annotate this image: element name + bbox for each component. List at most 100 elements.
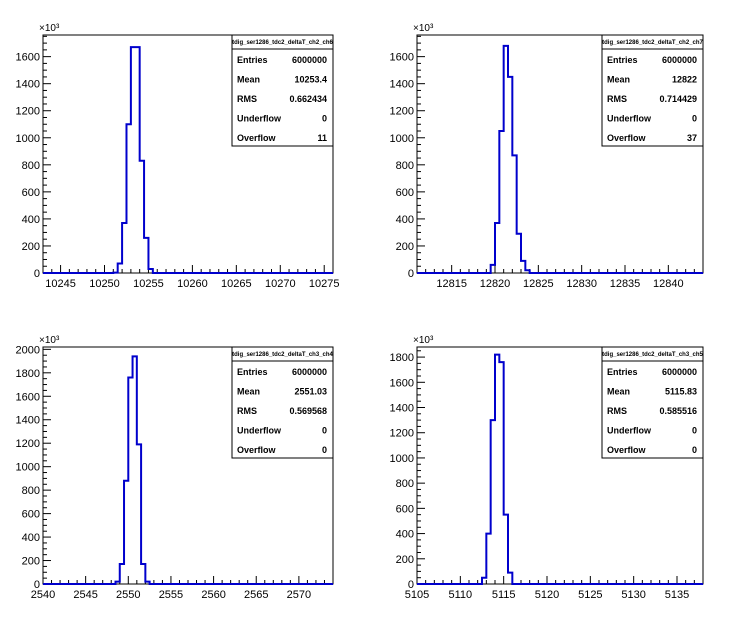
stat-value: 5115.83 — [665, 387, 697, 397]
y-tick-label: 1600 — [390, 52, 414, 64]
stat-value: 0 — [322, 426, 327, 436]
y-tick-label: 1600 — [390, 377, 414, 389]
x-tick-label: 2540 — [31, 589, 55, 601]
x-tick-label: 2565 — [244, 589, 268, 601]
stat-label: Overflow — [237, 133, 277, 143]
stat-value: 6000000 — [662, 55, 697, 65]
y-tick-label: 200 — [22, 241, 40, 253]
x-tick-label: 10260 — [177, 278, 208, 290]
y-tick-label: 1200 — [390, 106, 414, 118]
y-tick-label: 1200 — [16, 106, 40, 118]
stat-value: 0.662434 — [289, 94, 327, 104]
x-tick-label: 12840 — [653, 278, 684, 290]
x-tick-label: 5120 — [535, 589, 559, 601]
x-tick-label: 5105 — [405, 589, 429, 601]
histogram-line — [417, 44, 703, 274]
y-tick-label: 600 — [22, 187, 40, 199]
histogram-line — [43, 355, 333, 585]
y-tick-label: 1600 — [16, 52, 40, 64]
x-tick-label: 10265 — [221, 278, 252, 290]
stat-value: 0.585516 — [659, 406, 697, 416]
x-tick-label: 5135 — [665, 589, 689, 601]
stat-label: Underflow — [607, 426, 652, 436]
y-tick-label: 400 — [396, 529, 414, 541]
stat-value: 0 — [692, 114, 697, 124]
stat-label: Mean — [607, 387, 630, 397]
stat-label: Overflow — [607, 445, 647, 455]
x-tick-label: 12825 — [523, 278, 554, 290]
y-tick-label: 1800 — [390, 352, 414, 364]
x-tick-label: 5125 — [578, 589, 602, 601]
stats-box — [601, 346, 704, 459]
y-tick-label: 1400 — [16, 79, 40, 91]
y-tick-label: 200 — [396, 241, 414, 253]
x-tick-label: 2560 — [201, 589, 225, 601]
stat-value: 12822 — [672, 75, 697, 85]
stat-label: RMS — [607, 94, 627, 104]
y-tick-label: 1000 — [16, 133, 40, 145]
stat-label: Underflow — [237, 114, 282, 124]
y-tick-label: 1400 — [16, 415, 40, 427]
stat-value: 0.714429 — [659, 94, 697, 104]
stat-label: Overflow — [237, 445, 277, 455]
stats-title: tdig_ser1286_tdc2_deltaT_ch2_ch7 — [602, 40, 703, 46]
stat-value: 37 — [687, 133, 697, 143]
y-tick-label: 400 — [22, 532, 40, 544]
x-tick-label: 5130 — [621, 589, 645, 601]
x-tick-label: 10245 — [45, 278, 76, 290]
histogram-line — [43, 46, 333, 274]
stat-value: 6000000 — [292, 367, 327, 377]
stat-label: Mean — [607, 75, 630, 85]
x-tick-label: 12820 — [480, 278, 511, 290]
y-tick-label: 1600 — [16, 391, 40, 403]
stat-value: 6000000 — [292, 55, 327, 65]
y-tick-label: 2000 — [16, 344, 40, 356]
y-tick-label: 200 — [22, 556, 40, 568]
y-tick-label: 800 — [396, 160, 414, 172]
y-tick-label: 600 — [22, 509, 40, 521]
stat-value: 0 — [322, 114, 327, 124]
y-tick-label: 400 — [22, 214, 40, 226]
stats-title: tdig_ser1286_tdc2_deltaT_ch3_ch5 — [602, 352, 703, 358]
y-tick-label: 1000 — [16, 462, 40, 474]
histogram-line — [417, 353, 703, 585]
stat-label: RMS — [237, 406, 257, 416]
stat-label: RMS — [607, 406, 627, 416]
x-tick-label: 12830 — [566, 278, 597, 290]
stats-title: tdig_ser1286_tdc2_deltaT_ch3_ch4 — [232, 352, 333, 358]
stat-value: 6000000 — [662, 367, 697, 377]
x-tick-label: 10270 — [265, 278, 296, 290]
y-tick-label: 0 — [34, 579, 40, 591]
x-tick-label: 10250 — [89, 278, 120, 290]
y-tick-label: 1800 — [16, 368, 40, 380]
y-exponent-label: ×10³ — [39, 23, 60, 34]
y-tick-label: 200 — [396, 554, 414, 566]
y-tick-label: 1400 — [390, 403, 414, 415]
y-tick-label: 0 — [408, 579, 414, 591]
y-tick-label: 600 — [396, 503, 414, 515]
stats-box — [601, 34, 704, 147]
y-tick-label: 1000 — [390, 453, 414, 465]
x-tick-label: 2550 — [116, 589, 140, 601]
y-exponent-label: ×10³ — [413, 335, 434, 346]
x-tick-label: 10255 — [133, 278, 164, 290]
histogram-panel-1: 0 200 400 600 800 1000 1200 1400 1600 10245 10250 1… — [16, 23, 340, 290]
stats-title: tdig_ser1286_tdc2_deltaT_ch2_ch6 — [232, 40, 333, 46]
x-tick-label: 12815 — [436, 278, 467, 290]
x-tick-label: 12835 — [610, 278, 641, 290]
stat-label: Mean — [237, 75, 260, 85]
stat-label: Underflow — [237, 426, 282, 436]
stat-label: RMS — [237, 94, 257, 104]
stats-box — [231, 346, 334, 459]
y-tick-label: 0 — [408, 268, 414, 280]
x-tick-label: 5115 — [492, 589, 516, 601]
stat-label: Overflow — [607, 133, 647, 143]
stat-value: 0 — [692, 426, 697, 436]
histogram-panel-3: 0 200 400 600 800 1000 1200 1400 1600 1800 2000 254… — [16, 335, 334, 601]
y-tick-label: 1000 — [390, 133, 414, 145]
y-tick-label: 1400 — [390, 79, 414, 91]
stat-label: Mean — [237, 387, 260, 397]
stat-value: 2551.03 — [294, 387, 327, 397]
stat-value: 0.569568 — [289, 406, 327, 416]
histogram-panel-4: 0 200 400 600 800 1000 1200 1400 1600 1800 5105 511… — [390, 335, 704, 601]
